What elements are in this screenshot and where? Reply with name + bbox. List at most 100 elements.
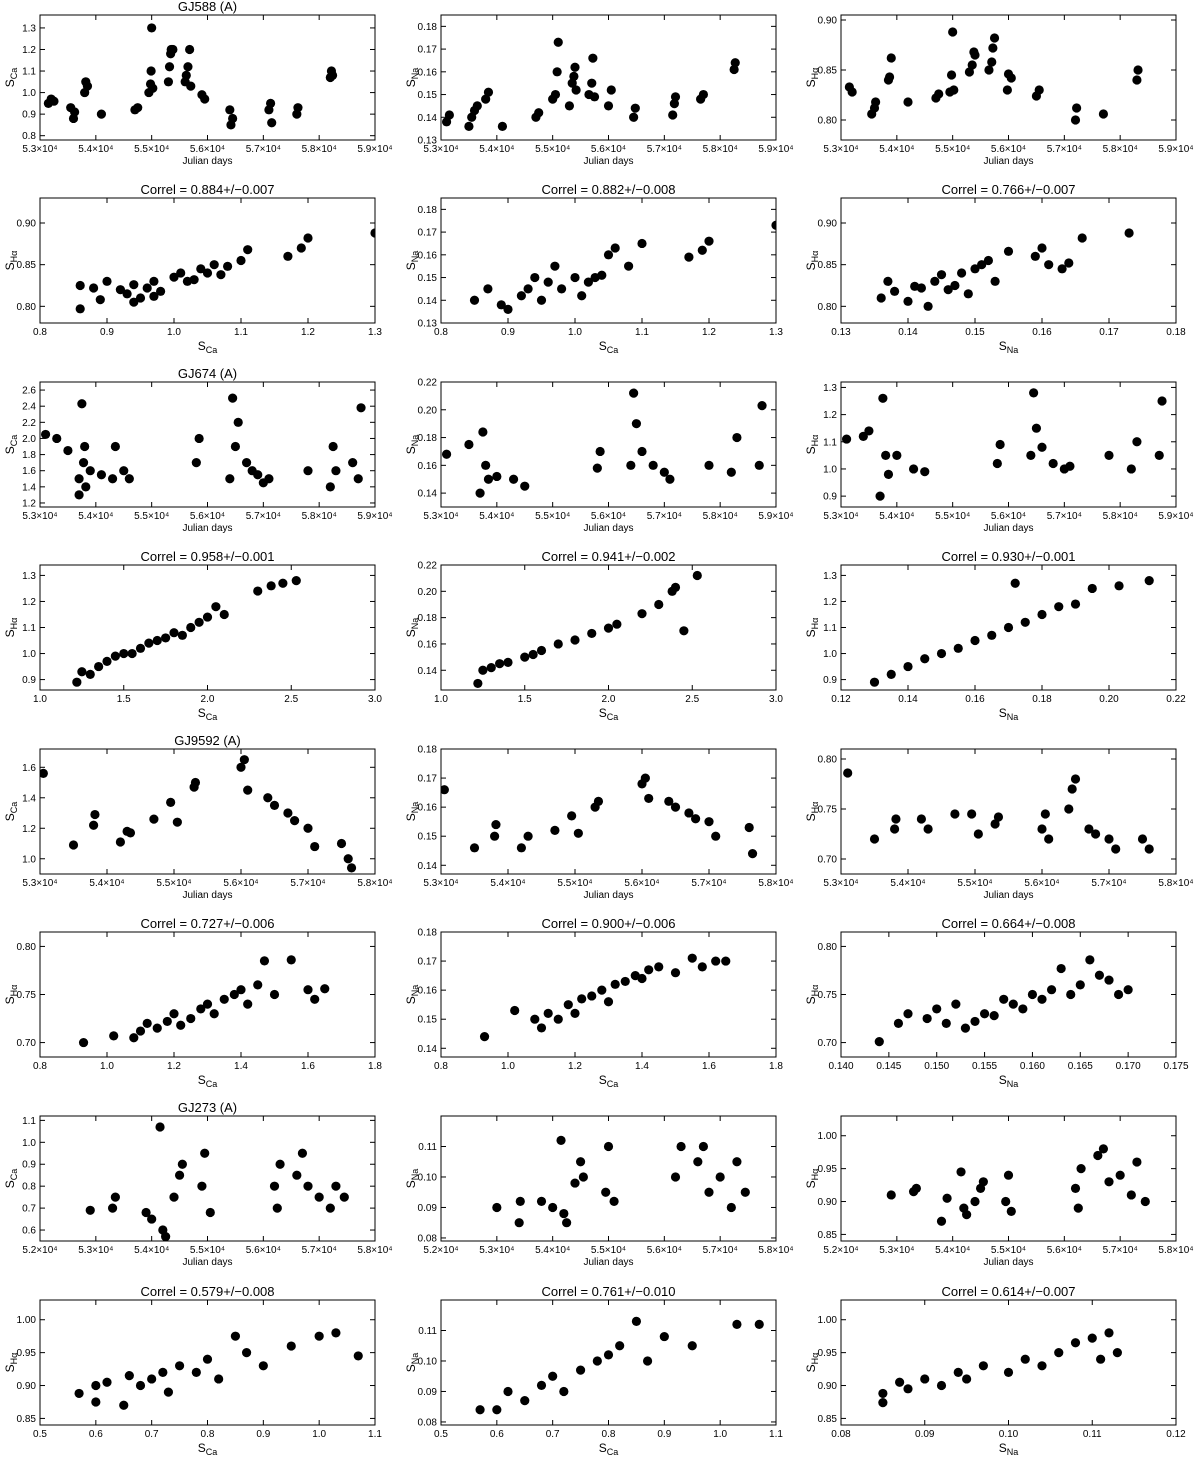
panel-4: 0.8 0.9 1.0 1.1 1.2 1.3 0.80 0.85 0.90 Correl = 0… [3,182,382,355]
data-point [144,638,154,648]
x-axis-label: Julian days [583,890,633,901]
x-tick-label: 0.9 [657,1429,671,1440]
data-point [146,66,156,76]
data-point [115,285,125,295]
plot-frame [39,748,376,875]
data-point [670,802,681,812]
y-axis-label: SNa [404,618,420,638]
data-point [161,633,171,643]
data-point [186,622,196,633]
x-tick-label: 5.8×10⁴ [1103,144,1138,155]
data-point [1008,999,1018,1009]
data-point [970,264,980,274]
data-point [228,393,238,403]
x-axis-label: SCa [198,1441,218,1457]
x-tick-label: 5.8×10⁴ [758,1245,793,1256]
x-tick-label: 0.6 [89,1429,103,1440]
y-tick-label: 1.3 [22,23,36,34]
x-tick-label: 0.6 [490,1429,504,1440]
data-point [697,962,707,972]
data-point [253,980,263,990]
data-points [473,570,702,689]
y-tick-label: 1.2 [823,597,837,608]
x-tick-label: 1.0 [568,327,582,338]
data-point [692,570,702,581]
data-point [567,811,577,821]
data-point [211,602,221,612]
data-points [78,955,330,1048]
data-point [664,796,674,806]
x-tick-label: 1.4 [234,1061,248,1072]
data-point [977,260,987,270]
data-point [1001,1196,1011,1207]
data-point [1144,844,1154,854]
y-tick-label: 0.70 [818,1038,838,1049]
x-tick-label: 5.4×10⁴ [134,1245,169,1256]
data-point [196,1004,206,1014]
data-point [890,824,900,834]
x-axis-label: SCa [599,339,619,355]
data-point [219,994,229,1004]
data-point [936,1216,947,1226]
y-tick-label: 0.08 [418,1417,438,1428]
data-points [441,37,740,131]
data-point [243,785,253,795]
x-tick-label: 5.3×10⁴ [823,511,858,522]
data-point [122,289,132,299]
y-tick-label: 1.1 [823,623,837,634]
x-axis-label: SCa [198,1073,218,1089]
data-point [1064,804,1074,814]
data-points [876,228,1134,311]
y-tick-label: 0.8 [22,1182,36,1193]
data-point [510,1005,520,1016]
y-tick-label: 1.6 [22,466,36,477]
data-point [286,1341,296,1351]
y-axis-label: SNa [404,985,420,1005]
data-point [110,441,120,452]
data-point [841,434,852,444]
x-tick-label: 1.0 [713,1429,727,1440]
x-tick-label: 5.3×10⁴ [78,1245,113,1256]
data-point [629,112,639,122]
x-tick-label: 0.8 [33,1061,47,1072]
data-point [1006,73,1016,83]
data-point [63,445,73,456]
data-point [589,92,600,102]
y-tick-label: 1.00 [17,1315,37,1326]
x-axis-label: Julian days [983,1257,1033,1268]
data-point [141,1207,151,1218]
data-points [475,1316,764,1415]
data-point [283,251,293,261]
x-tick-label: 5.7×10⁴ [703,1245,738,1256]
data-point [754,460,764,470]
data-point [989,33,1000,43]
x-tick-label: 5.8×10⁴ [758,878,793,889]
x-tick-label: 0.9 [100,327,114,338]
x-tick-label: 5.5×10⁴ [535,144,570,155]
y-tick-label: 0.16 [418,250,438,261]
data-point [119,1400,129,1410]
data-point [129,1033,139,1043]
y-tick-label: 0.9 [22,110,36,121]
data-point [503,304,513,314]
data-point [472,101,482,111]
x-tick-label: 0.12 [831,694,851,705]
data-point [89,820,99,830]
x-axis-label: SCa [599,1073,619,1089]
data-point [890,286,900,296]
data-point [520,652,530,662]
data-point [314,1331,324,1341]
data-point [595,446,605,457]
data-point [483,87,494,97]
y-tick-label: 1.0 [22,88,36,99]
data-point [492,1405,502,1415]
y-tick-label: 1.1 [823,437,837,448]
data-point [698,89,709,100]
data-point [609,1196,619,1206]
data-point [490,831,500,841]
data-point [950,280,960,291]
data-point [659,467,669,477]
panel-8: 5.3×10⁴ 5.4×10⁴ 5.5×10⁴ 5.6×10⁴ 5.7×10⁴ 5.8×1… [404,378,794,535]
data-point [679,626,689,636]
data-point [163,77,174,87]
